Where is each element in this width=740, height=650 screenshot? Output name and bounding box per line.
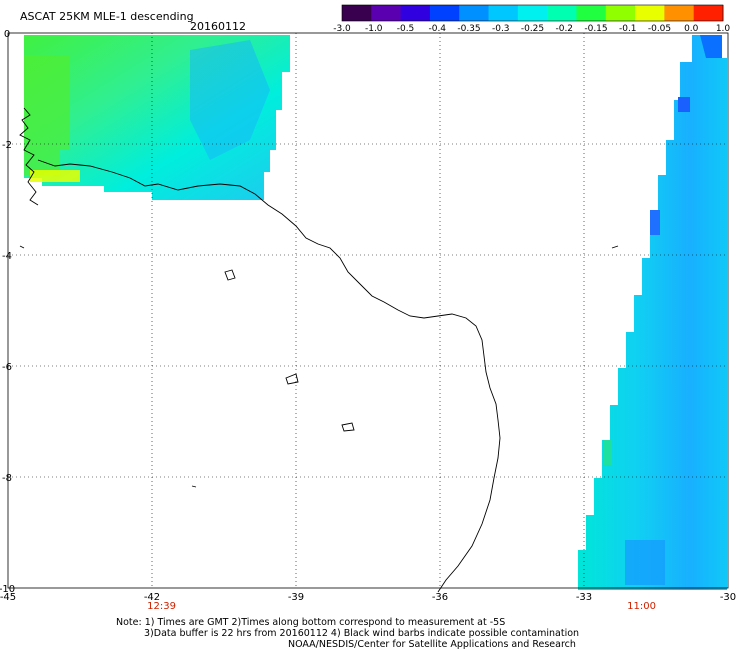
- colorbar-tick-label: 0.0: [684, 24, 699, 34]
- colorbar-tick-label: -3.0: [333, 24, 351, 34]
- colorbar: -3.0 -1.0 -0.5 -0.4 -0.35 -0.3 -0.25 -0.2 -0.15 -…: [333, 4, 731, 34]
- colorbar-tick-label: -0.5: [397, 24, 415, 34]
- colorbar-frame: [341, 4, 724, 22]
- lon-tick-label: -36: [432, 592, 448, 603]
- colorbar-tick-label: -0.4: [428, 24, 446, 34]
- note-line-1: Note: 1) Times are GMT 2)Times along bot…: [116, 617, 506, 628]
- lon-tick-label: -42: [144, 592, 160, 603]
- coastline: [19, 107, 619, 593]
- lon-tick-label: -30: [720, 592, 736, 603]
- lat-tick-label: -6: [2, 362, 12, 373]
- lat-tick-label: 0: [4, 29, 10, 40]
- note-line-2: 3)Data buffer is 22 hrs from 20160112 4)…: [144, 628, 580, 639]
- pass-time-label: 11:00: [627, 601, 656, 612]
- colorbar-swatch: [576, 5, 607, 21]
- lon-tick-label: -39: [288, 592, 304, 603]
- lon-tick-label: -45: [0, 592, 16, 603]
- swath-west: [24, 35, 290, 200]
- colorbar-swatch: [400, 5, 431, 21]
- colorbar-tick-label: -0.2: [555, 24, 573, 34]
- lat-tick-label: -10: [0, 584, 15, 595]
- colorbar-swatch: [635, 5, 665, 21]
- colorbar-tick-label: -0.1: [619, 24, 637, 34]
- map-date: 20160112: [190, 20, 246, 33]
- lat-tick-label: -8: [2, 473, 12, 484]
- colorbar-tick-label: -1.0: [365, 24, 383, 34]
- colorbar-swatch: [517, 5, 548, 21]
- pass-time-label: 12:39: [147, 601, 176, 612]
- lat-tick-label: -4: [2, 251, 12, 262]
- graticule: -45 -42 -39 -36 -33 -30 0 -2 -4 -6 -8 -10: [0, 29, 736, 603]
- colorbar-swatch: [429, 5, 460, 21]
- colorbar-swatch: [371, 5, 402, 21]
- colorbar-tick-label: 1.0: [716, 24, 731, 34]
- map-frame: [7, 32, 729, 589]
- colorbar-tick-label: -0.05: [648, 24, 671, 34]
- lon-tick-label: -33: [576, 592, 592, 603]
- credit-line: NOAA/NESDIS/Center for Satellite Applica…: [288, 639, 576, 650]
- colorbar-swatch: [605, 5, 636, 21]
- colorbar-tick-label: -0.15: [584, 24, 607, 34]
- colorbar-swatch: [459, 5, 490, 21]
- colorbar-tick-label: -0.3: [492, 24, 510, 34]
- swath-east: [578, 35, 727, 590]
- map-title: ASCAT 25KM MLE-1 descending: [20, 10, 194, 23]
- colorbar-tick-label: -0.35: [457, 24, 480, 34]
- colorbar-swatch: [342, 5, 372, 21]
- lat-tick-label: -2: [2, 140, 12, 151]
- colorbar-swatch: [488, 5, 519, 21]
- colorbar-swatch: [693, 5, 724, 21]
- colorbar-swatch: [547, 5, 577, 21]
- colorbar-tick-label: -0.25: [521, 24, 544, 34]
- colorbar-swatch: [664, 5, 695, 21]
